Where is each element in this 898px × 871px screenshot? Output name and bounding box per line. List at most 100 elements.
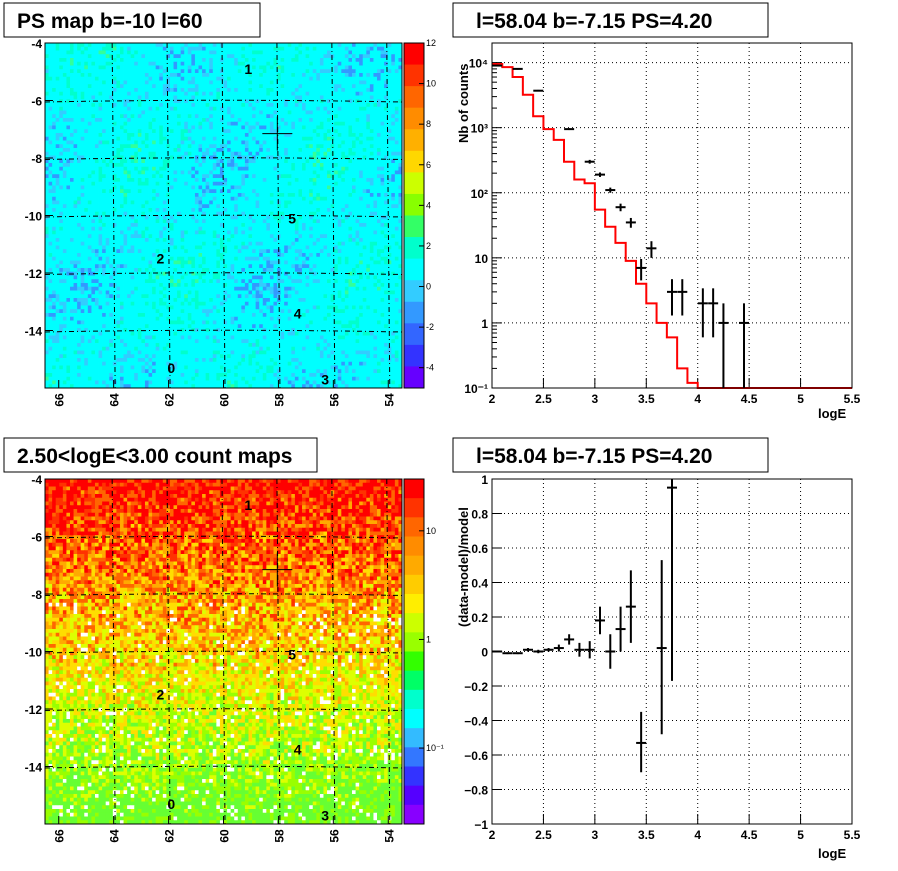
- x-tick-label: 64: [108, 829, 122, 843]
- x-tick-label: 4.5: [741, 828, 758, 842]
- source-label: 3: [321, 807, 329, 823]
- y-tick-label: 10⁴: [469, 57, 488, 71]
- colorbar-band: [404, 366, 424, 389]
- x-tick-label: 3.5: [638, 392, 655, 406]
- source-label: 4: [294, 305, 302, 321]
- x-tick-label: 54: [382, 829, 396, 843]
- y-tick-label: −0.6: [464, 749, 488, 763]
- y-tick-label: 0.6: [471, 542, 488, 556]
- colorbar-tick-label: 6: [426, 160, 431, 170]
- source-label: 2: [156, 687, 164, 703]
- colorbar-band: [404, 689, 424, 710]
- x-tick-label: 56: [327, 393, 341, 407]
- y-tick-label: −0.8: [464, 784, 488, 798]
- y-tick-label: 10⁻¹: [464, 382, 488, 396]
- y-tick-label: 0.8: [471, 508, 488, 522]
- colorbar-band: [404, 747, 424, 767]
- x-tick-label: 58: [272, 393, 286, 407]
- y-tick-label: -12: [25, 703, 43, 717]
- count-map-grid: 1 5 2 4 0 3: [44, 478, 403, 825]
- spectrum-frame: [491, 42, 853, 389]
- spectrum-panel: l=58.04 b=-7.15 PS=4.20 2 2.5 3 3.5 4 4.5 5 5.5…: [452, 2, 861, 421]
- grid-line-lon: [386, 478, 391, 825]
- colorbar-band: [404, 555, 424, 576]
- colorbar-band: [404, 172, 424, 195]
- colorbar-band: [404, 651, 424, 672]
- source-label: 4: [294, 741, 302, 757]
- grid-line-lon: [386, 42, 391, 389]
- colorbar-band: [404, 785, 424, 806]
- grid-line-lon: [221, 42, 226, 389]
- grid-line-lon: [276, 42, 281, 389]
- colorbar-tick-label: 0: [426, 282, 431, 292]
- colorbar-band: [404, 258, 424, 281]
- spectrum-plot: 2 2.5 3 3.5 4 4.5 5 5.5 10⁻¹ 1 10 10² 10³ 10⁴: [464, 42, 861, 406]
- x-tick-label: 5.5: [844, 828, 861, 842]
- colorbar-tick-label: 10⁻¹: [426, 743, 444, 753]
- count-map-panel: 2.50<logE<3.00 count maps 1 5 2 4 0 3 66 64 62 6…: [3, 437, 444, 843]
- y-tick-label: -8: [31, 152, 42, 166]
- colorbar-band: [404, 632, 424, 652]
- y-tick-label: −0.2: [464, 680, 488, 694]
- colorbar-band: [404, 728, 424, 748]
- y-tick-label: 0.4: [471, 577, 488, 591]
- spectrum-title-box: [452, 2, 769, 38]
- x-tick-label: 2.5: [535, 392, 552, 406]
- y-tick-label: -4: [31, 473, 42, 487]
- colorbar-tick-label: 10: [426, 79, 436, 89]
- model-histogram: [492, 63, 852, 389]
- colorbar-band: [404, 237, 424, 260]
- x-tick-label: 2.5: [535, 828, 552, 842]
- y-tick-label: 10³: [471, 122, 488, 136]
- count-map-axes: 66 64 62 60 58 56 54-4-6-8-10-12-14: [25, 473, 397, 843]
- ps-map-axes: 66 64 62 60 58 56 54-4-6-8-10-12-14: [25, 37, 397, 407]
- colorbar-band: [404, 574, 424, 595]
- x-tick-label: 5.5: [844, 392, 861, 406]
- source-label: 2: [156, 251, 164, 267]
- y-tick-label: 0: [481, 646, 488, 660]
- colorbar-band: [404, 709, 424, 729]
- x-tick-label: 66: [53, 829, 67, 843]
- ps-map-title: PS map b=-10 l=60: [17, 10, 203, 33]
- source-label: 0: [167, 796, 175, 812]
- x-tick-label: 5: [797, 392, 804, 406]
- x-tick-label: 2: [489, 828, 496, 842]
- colorbar-band: [404, 517, 424, 537]
- spectrum-title: l=58.04 b=-7.15 PS=4.20: [476, 10, 712, 33]
- y-tick-label: 0.2: [471, 611, 488, 625]
- residual-xlabel: logE: [818, 846, 846, 861]
- x-tick-label: 3: [592, 828, 599, 842]
- colorbar-band: [404, 150, 424, 173]
- y-tick-label: 1: [481, 317, 488, 331]
- colorbar-band: [404, 670, 424, 691]
- spectrum-ylabel: Nb of counts: [456, 64, 471, 143]
- x-tick-label: 2: [489, 392, 496, 406]
- colorbar-band: [404, 323, 424, 346]
- colorbar-band: [404, 64, 424, 87]
- count-map-colorbar: 10 1 10⁻¹: [403, 478, 444, 825]
- x-tick-label: 3: [592, 392, 599, 406]
- colorbar-band: [404, 766, 424, 787]
- source-label: 0: [167, 360, 175, 376]
- colorbar-band: [404, 301, 424, 324]
- spectrum-xlabel: logE: [818, 406, 846, 421]
- source-label: 5: [288, 210, 296, 226]
- colorbar-tick-label: 8: [426, 119, 431, 129]
- residual-title-box: [452, 437, 769, 473]
- y-tick-label: -12: [25, 267, 43, 281]
- y-tick-label: 10: [475, 252, 489, 266]
- colorbar-tick-label: -2: [426, 322, 434, 332]
- colorbar-band: [404, 43, 424, 66]
- y-tick-label: -10: [25, 646, 43, 660]
- source-label: 5: [288, 646, 296, 662]
- colorbar-band: [404, 215, 424, 238]
- y-tick-label: -6: [31, 531, 42, 545]
- y-tick-label: -4: [31, 37, 42, 51]
- y-tick-label: -14: [25, 325, 43, 339]
- colorbar-tick-label: -4: [426, 363, 434, 373]
- colorbar-frame: [403, 478, 425, 825]
- count-map-title: 2.50<logE<3.00 count maps: [17, 445, 292, 468]
- count-map-heatmap: [45, 479, 403, 825]
- residual-title: l=58.04 b=-7.15 PS=4.20: [476, 445, 712, 468]
- x-tick-label: 4: [694, 392, 701, 406]
